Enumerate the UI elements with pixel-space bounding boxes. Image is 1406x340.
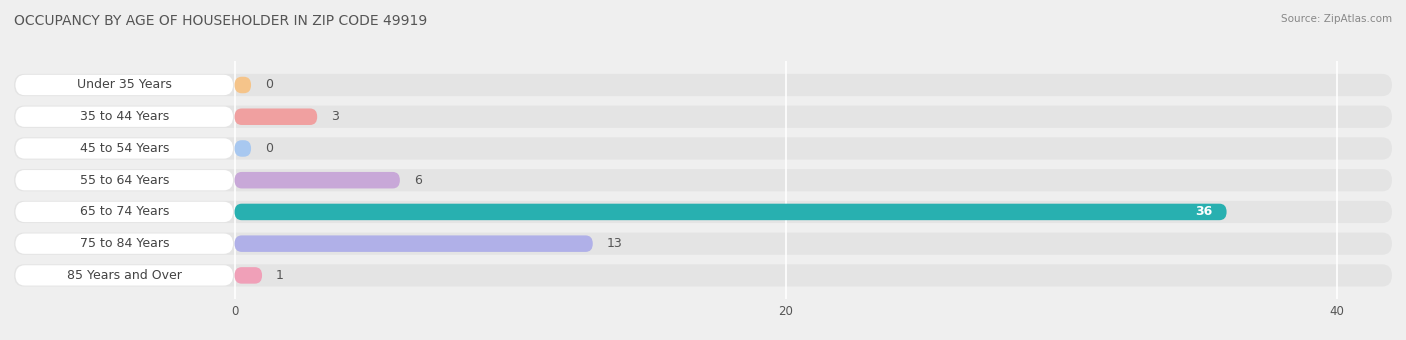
- FancyBboxPatch shape: [235, 108, 318, 125]
- Text: Under 35 Years: Under 35 Years: [77, 79, 172, 91]
- Text: 3: 3: [330, 110, 339, 123]
- FancyBboxPatch shape: [14, 169, 1392, 191]
- Text: 36: 36: [1195, 205, 1213, 218]
- FancyBboxPatch shape: [15, 106, 233, 127]
- FancyBboxPatch shape: [15, 202, 233, 222]
- FancyBboxPatch shape: [235, 77, 252, 93]
- FancyBboxPatch shape: [14, 106, 1392, 128]
- FancyBboxPatch shape: [235, 235, 593, 252]
- FancyBboxPatch shape: [15, 75, 233, 95]
- FancyBboxPatch shape: [235, 140, 252, 157]
- Text: 65 to 74 Years: 65 to 74 Years: [80, 205, 169, 218]
- Text: 6: 6: [413, 174, 422, 187]
- Text: 45 to 54 Years: 45 to 54 Years: [80, 142, 169, 155]
- Text: 1: 1: [276, 269, 284, 282]
- Text: 35 to 44 Years: 35 to 44 Years: [80, 110, 169, 123]
- Text: 0: 0: [264, 79, 273, 91]
- FancyBboxPatch shape: [14, 233, 1392, 255]
- FancyBboxPatch shape: [235, 204, 1226, 220]
- FancyBboxPatch shape: [235, 267, 262, 284]
- FancyBboxPatch shape: [14, 264, 1392, 287]
- Text: 85 Years and Over: 85 Years and Over: [67, 269, 181, 282]
- Text: 55 to 64 Years: 55 to 64 Years: [80, 174, 169, 187]
- FancyBboxPatch shape: [15, 265, 233, 286]
- FancyBboxPatch shape: [14, 74, 1392, 96]
- Text: 75 to 84 Years: 75 to 84 Years: [80, 237, 169, 250]
- Text: 13: 13: [606, 237, 623, 250]
- FancyBboxPatch shape: [14, 201, 1392, 223]
- Text: Source: ZipAtlas.com: Source: ZipAtlas.com: [1281, 14, 1392, 23]
- FancyBboxPatch shape: [15, 170, 233, 190]
- Text: 0: 0: [264, 142, 273, 155]
- FancyBboxPatch shape: [14, 137, 1392, 159]
- FancyBboxPatch shape: [15, 234, 233, 254]
- Text: OCCUPANCY BY AGE OF HOUSEHOLDER IN ZIP CODE 49919: OCCUPANCY BY AGE OF HOUSEHOLDER IN ZIP C…: [14, 14, 427, 28]
- FancyBboxPatch shape: [235, 172, 399, 188]
- FancyBboxPatch shape: [15, 138, 233, 159]
